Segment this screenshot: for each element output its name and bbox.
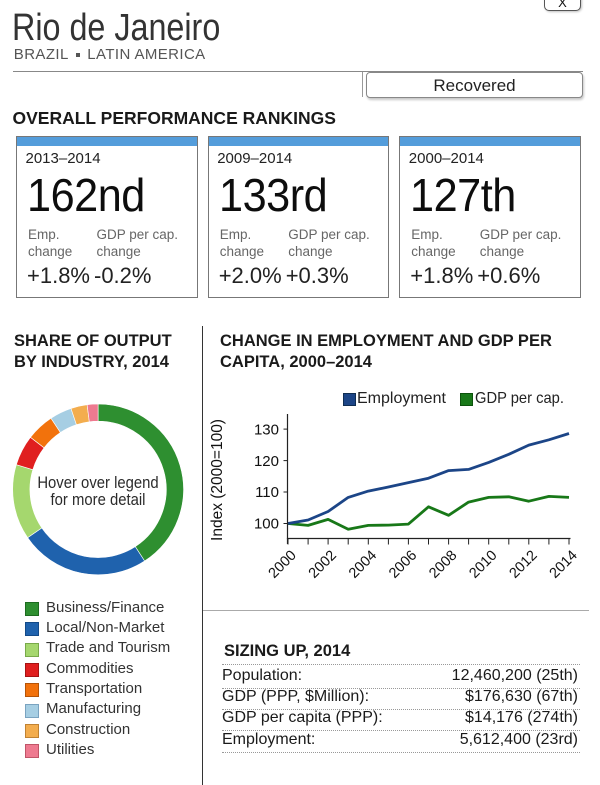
- svg-text:2014: 2014: [547, 548, 581, 582]
- svg-text:2010: 2010: [466, 548, 500, 582]
- svg-text:100: 100: [254, 516, 279, 533]
- svg-text:2006: 2006: [386, 548, 420, 582]
- svg-text:2012: 2012: [506, 548, 540, 582]
- svg-text:2002: 2002: [306, 548, 340, 582]
- svg-text:Index (2000=100): Index (2000=100): [209, 419, 226, 541]
- svg-text:2000: 2000: [266, 548, 300, 582]
- svg-text:130: 130: [254, 421, 279, 438]
- svg-text:110: 110: [255, 484, 279, 501]
- svg-text:2004: 2004: [346, 548, 380, 582]
- svg-text:2008: 2008: [426, 548, 460, 582]
- svg-text:120: 120: [254, 453, 279, 470]
